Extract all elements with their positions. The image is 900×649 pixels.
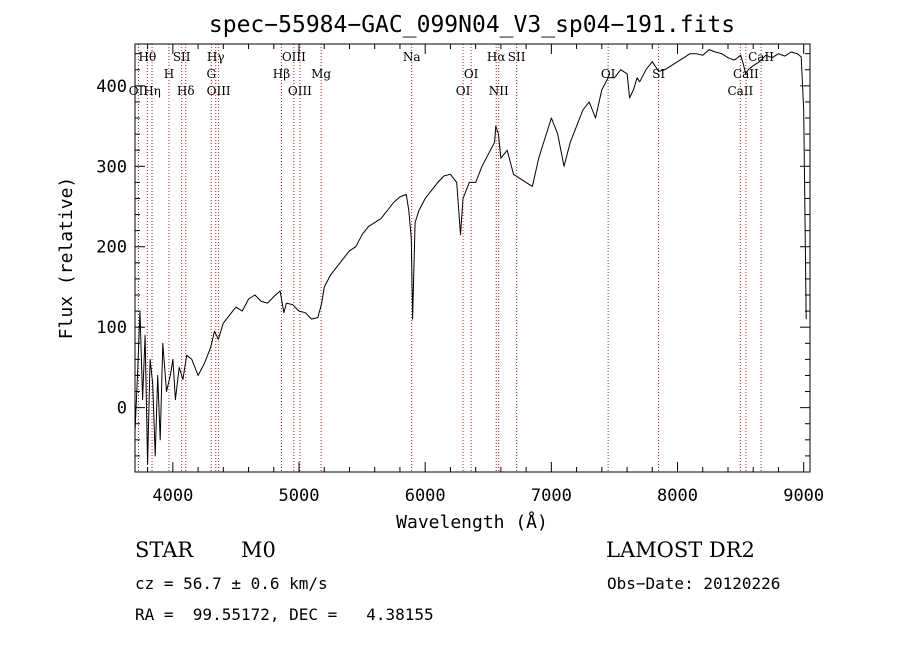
x-tick-label: 8000 bbox=[657, 486, 698, 506]
spectrum-line bbox=[134, 49, 807, 465]
x-tick-label: 7000 bbox=[531, 486, 572, 506]
line-marker-label: Hθ bbox=[139, 50, 157, 64]
x-axis: 4000 5000 6000 7000 8000 9000 bbox=[147, 44, 824, 506]
y-tick-label: 300 bbox=[96, 157, 127, 177]
line-marker-label: G bbox=[207, 67, 217, 81]
line-marker-label: Mg bbox=[311, 67, 331, 81]
line-marker-label: OIII bbox=[282, 50, 306, 64]
y-tick-label: 0 bbox=[117, 399, 127, 419]
y-tick-label: 200 bbox=[96, 238, 127, 258]
chart-title: spec−55984−GAC_099N04_V3_sp04−191.fits bbox=[209, 12, 735, 38]
line-marker-label: Hδ bbox=[177, 84, 195, 98]
line-marker-label: OIII bbox=[288, 84, 312, 98]
survey-name: LAMOST DR2 bbox=[606, 538, 755, 562]
coordinates: RA = 99.55172, DEC = 4.38155 bbox=[135, 605, 434, 624]
line-marker-label: Hη bbox=[143, 84, 161, 98]
x-tick-label: 4000 bbox=[152, 486, 193, 506]
line-marker-label: Hα bbox=[487, 50, 506, 64]
line-marker-label: Na bbox=[403, 50, 421, 64]
spectrum-series bbox=[134, 49, 807, 465]
line-marker-label: H bbox=[164, 67, 174, 81]
y-axis: 0 100 200 300 400 bbox=[96, 53, 810, 457]
line-marker-label: CaII bbox=[748, 50, 774, 64]
x-tick-label: 5000 bbox=[279, 486, 320, 506]
observation-date: Obs−Date: 20120226 bbox=[607, 574, 781, 593]
line-marker-label: Hβ bbox=[273, 67, 290, 81]
line-marker-label: OIII bbox=[207, 84, 231, 98]
x-axis-label: Wavelength (Å) bbox=[396, 511, 548, 533]
line-marker-label: Hγ bbox=[207, 50, 225, 64]
line-marker-label: SI bbox=[652, 67, 665, 81]
y-tick-label: 100 bbox=[96, 318, 127, 338]
line-marker-label: NII bbox=[489, 84, 509, 98]
line-marker-label: SII bbox=[508, 50, 526, 64]
redshift-value: cz = 56.7 ± 0.6 km/s bbox=[135, 574, 328, 593]
plot-frame bbox=[134, 43, 811, 473]
x-tick-label: 6000 bbox=[405, 486, 446, 506]
y-tick-label: 400 bbox=[96, 77, 127, 97]
line-marker-label: OI bbox=[456, 84, 471, 98]
x-tick-label: 9000 bbox=[783, 486, 824, 506]
line-marker-label: OI bbox=[464, 67, 479, 81]
line-marker-label: CaII bbox=[727, 84, 753, 98]
line-marker-label: OI bbox=[601, 67, 616, 81]
object-subclass: M0 bbox=[241, 538, 276, 562]
line-marker-label: OII bbox=[129, 84, 149, 98]
y-axis-label: Flux (relative) bbox=[56, 177, 77, 340]
line-marker-label: SII bbox=[173, 50, 191, 64]
object-class: STAR bbox=[135, 538, 194, 562]
